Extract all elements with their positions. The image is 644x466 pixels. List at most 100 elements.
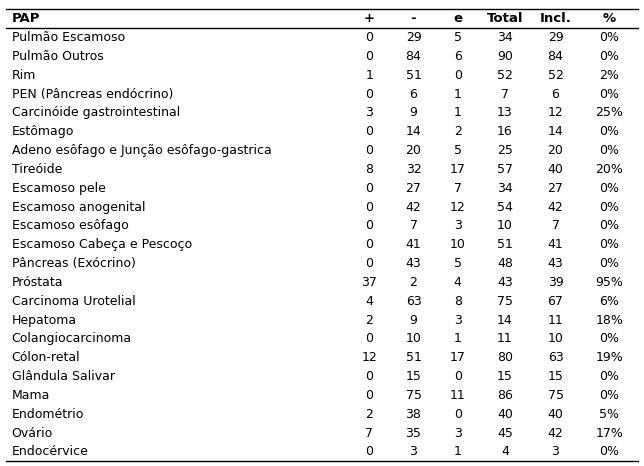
Text: 1: 1 — [365, 69, 374, 82]
Text: Adeno esôfago e Junção esôfago-gastrica: Adeno esôfago e Junção esôfago-gastrica — [12, 144, 271, 157]
Text: 3: 3 — [410, 445, 417, 459]
Text: 5: 5 — [453, 144, 462, 157]
Text: 34: 34 — [497, 182, 513, 195]
Text: 10: 10 — [497, 219, 513, 233]
Text: 42: 42 — [406, 200, 421, 213]
Text: 9: 9 — [410, 314, 417, 327]
Text: Rim: Rim — [12, 69, 36, 82]
Text: 2: 2 — [410, 276, 417, 289]
Text: 3: 3 — [454, 219, 462, 233]
Text: 4: 4 — [454, 276, 462, 289]
Text: Tireóide: Tireóide — [12, 163, 62, 176]
Text: 0: 0 — [453, 370, 462, 383]
Text: 0: 0 — [365, 389, 374, 402]
Text: 27: 27 — [547, 182, 564, 195]
Text: 2: 2 — [454, 125, 462, 138]
Text: 57: 57 — [497, 163, 513, 176]
Text: Escamoso Cabeça e Pescoço: Escamoso Cabeça e Pescoço — [12, 238, 192, 251]
Text: 0%: 0% — [599, 332, 619, 345]
Text: 38: 38 — [406, 408, 421, 421]
Text: PEN (Pâncreas endócrino): PEN (Pâncreas endócrino) — [12, 88, 173, 101]
Text: 0: 0 — [453, 69, 462, 82]
Text: 43: 43 — [547, 257, 564, 270]
Text: Endocérvice: Endocérvice — [12, 445, 88, 459]
Text: 14: 14 — [547, 125, 564, 138]
Text: 84: 84 — [547, 50, 564, 63]
Text: 43: 43 — [497, 276, 513, 289]
Text: 52: 52 — [497, 69, 513, 82]
Text: 0: 0 — [365, 88, 374, 101]
Text: 7: 7 — [365, 426, 374, 439]
Text: 40: 40 — [547, 163, 564, 176]
Text: 32: 32 — [406, 163, 421, 176]
Text: 34: 34 — [497, 31, 513, 44]
Text: 75: 75 — [497, 295, 513, 308]
Text: 10: 10 — [450, 238, 466, 251]
Text: 10: 10 — [406, 332, 421, 345]
Text: 15: 15 — [497, 370, 513, 383]
Text: 0%: 0% — [599, 389, 619, 402]
Text: Total: Total — [487, 12, 524, 25]
Text: 95%: 95% — [595, 276, 623, 289]
Text: Escamoso anogenital: Escamoso anogenital — [12, 200, 145, 213]
Text: 3: 3 — [551, 445, 560, 459]
Text: 4: 4 — [501, 445, 509, 459]
Text: 2%: 2% — [599, 69, 619, 82]
Text: 0: 0 — [365, 50, 374, 63]
Text: 18%: 18% — [595, 314, 623, 327]
Text: 0%: 0% — [599, 31, 619, 44]
Text: 39: 39 — [547, 276, 564, 289]
Text: Cólon-retal: Cólon-retal — [12, 351, 80, 364]
Text: 7: 7 — [453, 182, 462, 195]
Text: Pâncreas (Exócrino): Pâncreas (Exócrino) — [12, 257, 135, 270]
Text: 5: 5 — [453, 257, 462, 270]
Text: 45: 45 — [497, 426, 513, 439]
Text: 14: 14 — [406, 125, 421, 138]
Text: 6: 6 — [410, 88, 417, 101]
Text: 0%: 0% — [599, 445, 619, 459]
Text: 19%: 19% — [595, 351, 623, 364]
Text: 11: 11 — [547, 314, 564, 327]
Text: 0%: 0% — [599, 238, 619, 251]
Text: 0%: 0% — [599, 182, 619, 195]
Text: 12: 12 — [450, 200, 466, 213]
Text: Pulmão Outros: Pulmão Outros — [12, 50, 103, 63]
Text: 0: 0 — [365, 219, 374, 233]
Text: 0%: 0% — [599, 370, 619, 383]
Text: 40: 40 — [547, 408, 564, 421]
Text: 4: 4 — [365, 295, 374, 308]
Text: Escamoso esôfago: Escamoso esôfago — [12, 219, 128, 233]
Text: 20: 20 — [547, 144, 564, 157]
Text: Endométrio: Endométrio — [12, 408, 84, 421]
Text: 2: 2 — [365, 408, 374, 421]
Text: 5: 5 — [453, 31, 462, 44]
Text: 48: 48 — [497, 257, 513, 270]
Text: 63: 63 — [547, 351, 564, 364]
Text: 25%: 25% — [595, 106, 623, 119]
Text: 6: 6 — [551, 88, 560, 101]
Text: 0: 0 — [365, 445, 374, 459]
Text: Incl.: Incl. — [540, 12, 571, 25]
Text: 51: 51 — [497, 238, 513, 251]
Text: Mama: Mama — [12, 389, 50, 402]
Text: Carcinóide gastrointestinal: Carcinóide gastrointestinal — [12, 106, 180, 119]
Text: 0%: 0% — [599, 219, 619, 233]
Text: 86: 86 — [497, 389, 513, 402]
Text: 6: 6 — [454, 50, 462, 63]
Text: Colangiocarcinoma: Colangiocarcinoma — [12, 332, 132, 345]
Text: 29: 29 — [547, 31, 564, 44]
Text: 16: 16 — [497, 125, 513, 138]
Text: 29: 29 — [406, 31, 421, 44]
Text: PAP: PAP — [12, 12, 40, 25]
Text: 0: 0 — [365, 370, 374, 383]
Text: 75: 75 — [547, 389, 564, 402]
Text: Hepatoma: Hepatoma — [12, 314, 77, 327]
Text: 40: 40 — [497, 408, 513, 421]
Text: 0: 0 — [365, 31, 374, 44]
Text: 37: 37 — [361, 276, 377, 289]
Text: -: - — [411, 12, 416, 25]
Text: 0: 0 — [365, 144, 374, 157]
Text: 20: 20 — [406, 144, 421, 157]
Text: 17%: 17% — [595, 426, 623, 439]
Text: 67: 67 — [547, 295, 564, 308]
